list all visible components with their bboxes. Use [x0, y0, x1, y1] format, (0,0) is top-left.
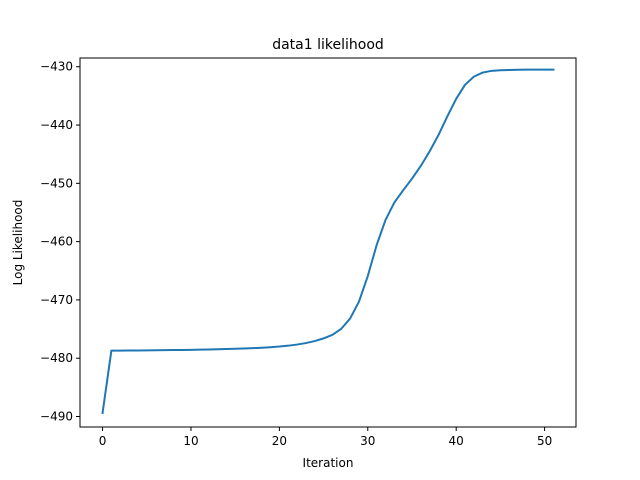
y-axis-label: Log Likelihood — [11, 200, 25, 286]
x-axis-label: Iteration — [303, 456, 354, 470]
plot-area — [101, 68, 555, 415]
y-tick-label: −430 — [40, 60, 73, 74]
chart-title: data1 likelihood — [272, 37, 384, 53]
x-tick-label: 10 — [183, 434, 198, 448]
y-axis: −490 −480 −470 −460 −450 −440 −430 — [40, 60, 80, 424]
x-tick-label: 20 — [272, 434, 287, 448]
axes-frame — [79, 57, 577, 428]
y-tick-label: −470 — [40, 293, 73, 307]
x-axis: 0 10 20 30 40 50 — [99, 427, 552, 448]
y-tick-label: −480 — [40, 351, 73, 365]
series-line — [101, 68, 555, 415]
x-tick-label: 50 — [537, 434, 552, 448]
x-tick-label: 0 — [99, 434, 107, 448]
y-tick-label: −490 — [40, 410, 73, 424]
x-tick-label: 30 — [360, 434, 375, 448]
x-tick-label: 40 — [449, 434, 464, 448]
y-tick-label: −450 — [40, 176, 73, 190]
y-tick-label: −440 — [40, 118, 73, 132]
y-tick-label: −460 — [40, 235, 73, 249]
